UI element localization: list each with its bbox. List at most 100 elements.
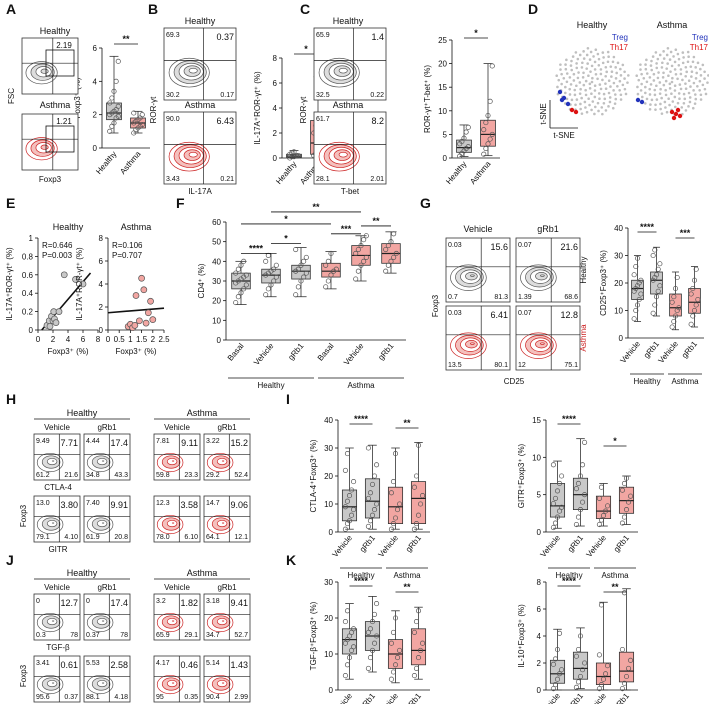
data-point xyxy=(465,144,471,150)
quadrant-value: 2.01 xyxy=(370,176,384,183)
density-contour xyxy=(338,151,348,158)
tsne-point xyxy=(635,74,639,77)
box xyxy=(480,119,496,147)
flow-h-r1ag: 3.22 15.2 29.2 52.4 xyxy=(203,433,251,481)
tsne-point xyxy=(636,92,640,96)
tsne-point xyxy=(576,57,580,61)
tsne-point xyxy=(699,74,703,77)
data-point xyxy=(358,243,364,249)
tsne-point xyxy=(704,92,708,96)
data-point xyxy=(652,302,658,308)
tsne-point xyxy=(597,57,601,61)
x-tick-label: 0 xyxy=(106,335,111,344)
box xyxy=(341,628,358,655)
tsne-point xyxy=(596,101,600,105)
treg-cluster xyxy=(565,101,571,107)
data-point xyxy=(361,237,367,243)
tsne-point xyxy=(608,96,612,99)
quadrant-value: 68.6 xyxy=(564,294,578,301)
tsne-point xyxy=(585,67,589,70)
quadrant-value: 3.2 xyxy=(156,598,166,605)
data-point xyxy=(371,473,378,479)
tsne-point xyxy=(573,88,577,92)
data-point xyxy=(577,473,584,479)
quadrant-value: 65.9 xyxy=(156,632,170,639)
density-contour xyxy=(46,617,58,626)
tsne-point xyxy=(580,66,584,69)
quadrant-value: 52.7 xyxy=(234,632,248,639)
data-point xyxy=(351,644,357,650)
flow-c-asthma: 61.7 8.2 28.1 2.01 xyxy=(313,111,387,185)
quadrant-value: 90.4 xyxy=(206,694,220,701)
tsne-point xyxy=(599,72,603,76)
y-axis-label: IL-17A⁺ROR-γt⁺ (%) xyxy=(5,247,14,321)
tsne-point xyxy=(640,95,644,99)
panel-letter-k: K xyxy=(286,552,296,568)
data-point xyxy=(388,640,394,646)
x-tick-label: 6 xyxy=(81,335,86,344)
data-point xyxy=(653,272,660,278)
tsne-point xyxy=(706,81,709,84)
row-label-healthy: Healthy xyxy=(579,256,588,283)
tsne-point xyxy=(659,107,662,111)
tsne-point xyxy=(575,66,579,70)
data-point xyxy=(413,619,420,625)
x-tick-label: 2 xyxy=(151,335,156,344)
data-point xyxy=(579,499,586,505)
quadrant-value: 23.3 xyxy=(184,472,198,479)
tsne-point xyxy=(687,91,691,95)
y-tick-label: 20 xyxy=(212,297,221,306)
data-point xyxy=(342,673,348,679)
quadrant-value: 6.41 xyxy=(490,310,508,320)
tsne-point xyxy=(659,102,662,106)
data-point xyxy=(344,451,351,457)
y-tick-label: 8 xyxy=(537,578,542,587)
group-label: Asthma xyxy=(601,571,629,580)
data-point xyxy=(390,479,397,485)
category-label: Vehicle xyxy=(377,691,401,704)
data-point xyxy=(638,291,644,297)
tsne-point xyxy=(684,82,687,85)
data-point xyxy=(265,252,271,258)
data-point xyxy=(273,274,279,280)
quadrant-value: 65.9 xyxy=(316,32,330,39)
x-axis-label: Foxp3⁺ (%) xyxy=(47,347,88,356)
col-title: Vehicle xyxy=(164,423,190,432)
chart-title: Healthy xyxy=(53,222,84,232)
tsne-point xyxy=(586,47,590,50)
data-point xyxy=(391,231,397,237)
tsne-point xyxy=(668,87,672,90)
x-tick-label: 1 xyxy=(128,335,133,344)
data-point xyxy=(650,310,656,316)
significance-stars: **** xyxy=(354,576,369,586)
group-label: Healthy xyxy=(257,381,284,390)
tsne-point xyxy=(564,63,567,66)
data-point xyxy=(265,286,271,292)
data-point xyxy=(652,274,658,281)
tsne-point xyxy=(695,71,698,75)
data-point xyxy=(393,250,399,257)
data-point xyxy=(573,521,579,528)
tsne-point xyxy=(681,61,685,65)
density-contour xyxy=(46,679,58,688)
y-axis-label: IL-17A⁺ROR-γt⁺ (%) xyxy=(253,71,262,145)
y-tick-label: 0.2 xyxy=(22,308,34,317)
y-tick-label: 60 xyxy=(212,218,221,227)
data-point xyxy=(619,646,625,653)
data-point xyxy=(355,268,361,274)
data-point xyxy=(550,661,556,667)
data-point xyxy=(243,282,249,288)
tsne-point xyxy=(699,93,703,97)
quadrant-value: 0.07 xyxy=(518,310,532,317)
y-tick-label: 0 xyxy=(217,336,222,345)
box xyxy=(572,651,589,680)
data-point xyxy=(631,272,637,278)
data-point xyxy=(554,488,561,494)
data-point xyxy=(420,493,426,499)
data-point xyxy=(293,152,299,159)
tsne-point xyxy=(624,92,628,96)
tsne-point xyxy=(645,80,649,84)
tsne-point xyxy=(690,70,694,74)
group-label: Healthy xyxy=(633,377,660,386)
